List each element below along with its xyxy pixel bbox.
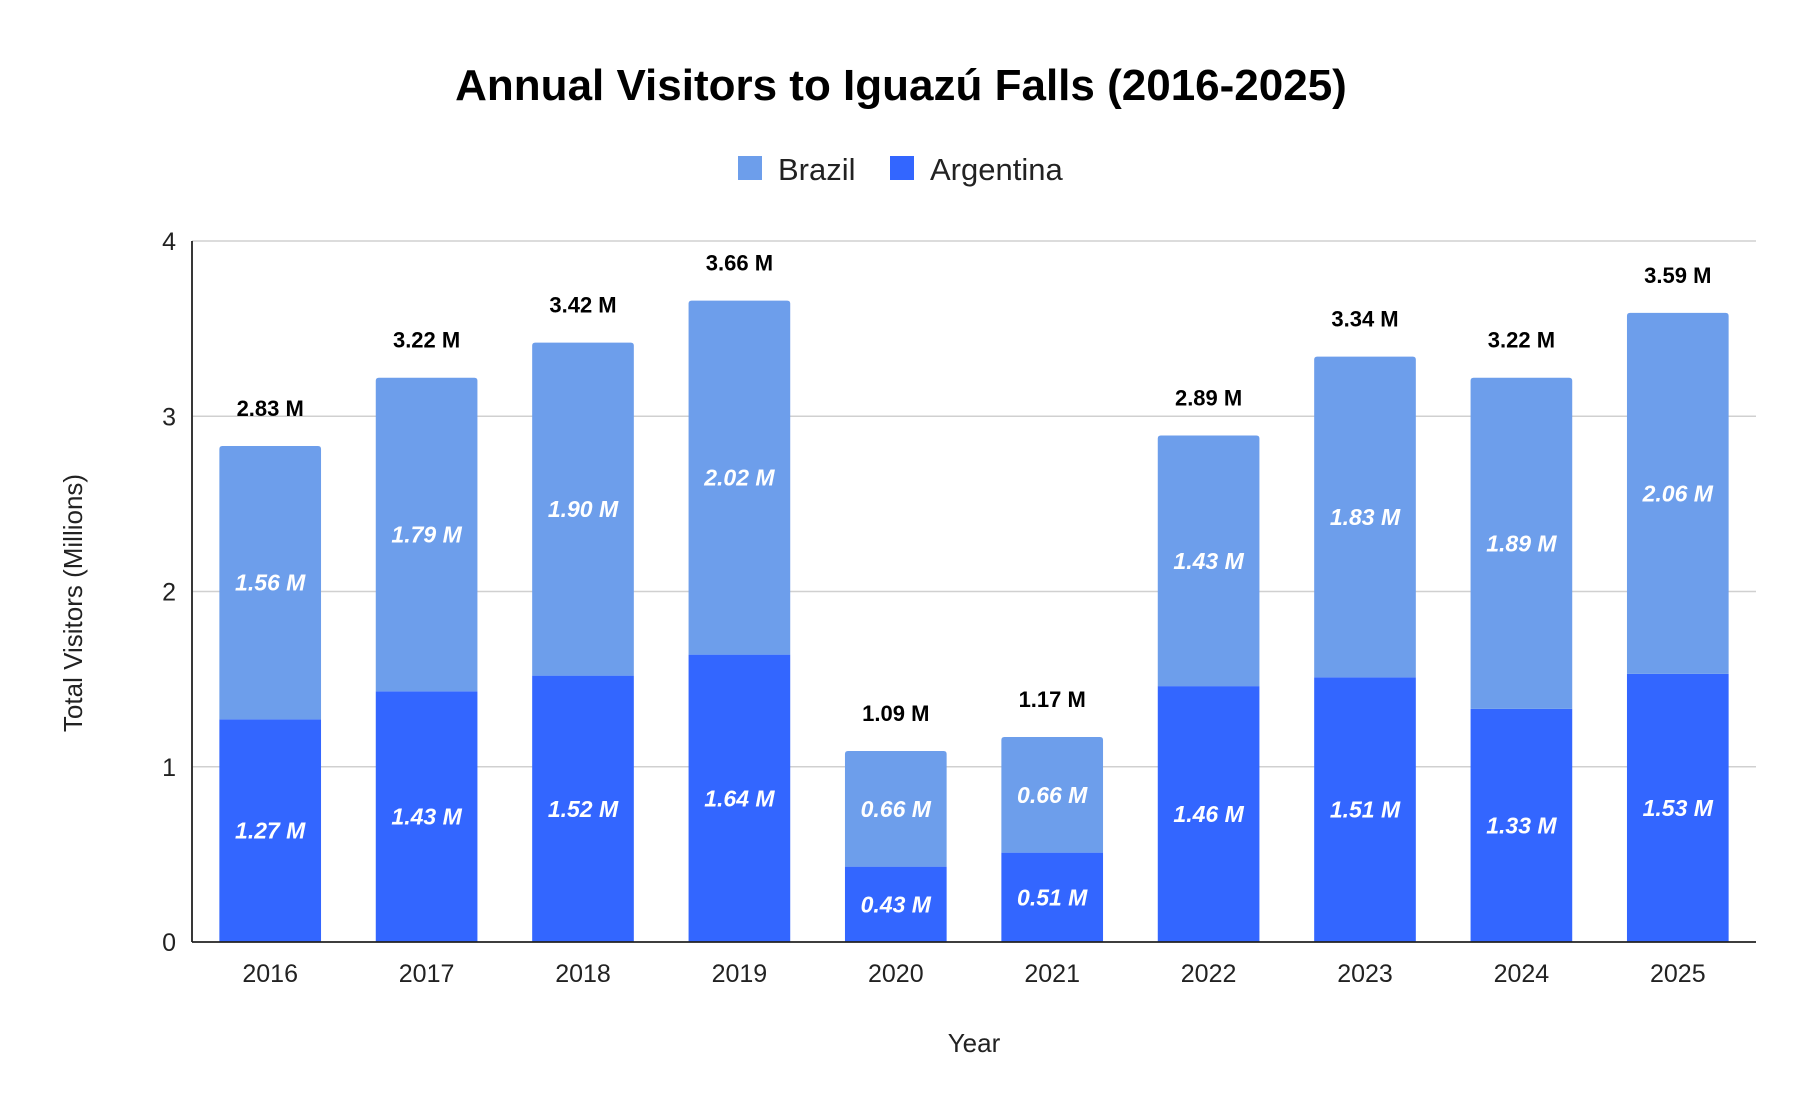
legend: Brazil Argentina xyxy=(738,152,1063,187)
x-tick-label: 2016 xyxy=(242,960,298,988)
x-tick-label: 2018 xyxy=(555,960,611,988)
bar-argentina-2016 xyxy=(219,719,322,942)
y-tick-label: 1 xyxy=(162,754,176,782)
data-label-argentina-2017: 1.43 M xyxy=(391,804,462,830)
y-tick-label: 0 xyxy=(162,929,176,957)
x-tick-label: 2017 xyxy=(399,960,455,988)
x-tick-label: 2025 xyxy=(1650,960,1706,988)
bar-brazil-2016 xyxy=(219,446,322,720)
data-label-brazil-2018: 1.90 M xyxy=(548,496,619,522)
bar-brazil-2020 xyxy=(844,750,947,867)
bar-brazil-2018 xyxy=(532,342,634,676)
bar-argentina-2017 xyxy=(375,691,478,942)
bar-argentina-2023 xyxy=(1314,677,1416,942)
bar-brazil-2022 xyxy=(1157,435,1260,687)
x-tick-label: 2023 xyxy=(1337,960,1393,988)
bar-argentina-2020 xyxy=(844,866,947,942)
total-label-2025: 3.59 M xyxy=(1644,263,1711,288)
total-label-2024: 3.22 M xyxy=(1488,328,1555,353)
data-label-argentina-2022: 1.46 M xyxy=(1173,801,1244,827)
x-tick-label: 2024 xyxy=(1494,960,1550,988)
data-label-brazil-2021: 0.66 M xyxy=(1017,782,1088,808)
y-tick-label: 4 xyxy=(162,228,176,256)
bar-argentina-2025 xyxy=(1626,673,1729,942)
y-tick-label: 3 xyxy=(162,403,176,431)
data-label-argentina-2019: 1.64 M xyxy=(704,785,775,811)
data-label-brazil-2023: 1.83 M xyxy=(1330,504,1401,530)
total-label-2020: 1.09 M xyxy=(862,701,929,726)
bar-argentina-2019 xyxy=(688,654,791,942)
data-label-brazil-2022: 1.43 M xyxy=(1173,548,1244,574)
data-label-argentina-2024: 1.33 M xyxy=(1486,812,1557,838)
bar-brazil-2024 xyxy=(1470,377,1573,709)
data-label-argentina-2018: 1.52 M xyxy=(548,796,619,822)
total-label-2018: 3.42 M xyxy=(549,293,616,318)
total-label-2021: 1.17 M xyxy=(1019,687,1086,712)
x-axis-ticks: 2016 2017 2018 2019 2020 2021 2022 2023 2024 2025 xyxy=(242,960,1705,988)
data-label-brazil-2020: 0.66 M xyxy=(861,796,932,822)
data-label-brazil-2016: 1.56 M xyxy=(235,570,306,596)
bar-brazil-2025 xyxy=(1626,312,1729,674)
legend-label-argentina: Argentina xyxy=(930,152,1063,187)
x-tick-label: 2020 xyxy=(868,960,924,988)
bar-brazil-2021 xyxy=(1001,736,1104,853)
total-label-2023: 3.34 M xyxy=(1331,307,1398,332)
y-axis-ticks: 0 1 2 3 4 xyxy=(162,228,176,957)
data-label-brazil-2019: 2.02 M xyxy=(703,465,775,491)
legend-label-brazil: Brazil xyxy=(778,152,856,187)
total-label-2017: 3.22 M xyxy=(393,328,460,353)
bar-argentina-2024 xyxy=(1470,708,1573,942)
bar-argentina-2018 xyxy=(532,675,634,942)
y-axis-title: Total Visitors (Millions) xyxy=(58,474,88,732)
bar-brazil-2017 xyxy=(375,377,478,692)
total-label-2019: 3.66 M xyxy=(706,251,773,276)
data-label-brazil-2017: 1.79 M xyxy=(391,522,462,548)
legend-swatch-argentina xyxy=(890,156,914,180)
x-tick-label: 2019 xyxy=(712,960,768,988)
x-axis-title: Year xyxy=(948,1028,1001,1058)
total-label-2016: 2.83 M xyxy=(237,396,304,421)
bar-argentina-2022 xyxy=(1157,686,1260,942)
data-label-brazil-2025: 2.06 M xyxy=(1642,480,1714,506)
x-tick-label: 2022 xyxy=(1181,960,1237,988)
bar-brazil-2019 xyxy=(688,300,791,655)
data-label-argentina-2016: 1.27 M xyxy=(235,818,306,844)
data-label-argentina-2025: 1.53 M xyxy=(1643,795,1714,821)
bar-brazil-2023 xyxy=(1314,356,1416,678)
bar-argentina-2021 xyxy=(1001,852,1104,942)
bars: 1.27 M 1.56 M 2.83 M 1.43 M 1.79 M 3.22 M 1.52… xyxy=(219,251,1729,942)
chart-title: Annual Visitors to Iguazú Falls (2016-20… xyxy=(455,61,1347,110)
legend-swatch-brazil xyxy=(738,156,762,180)
data-label-argentina-2023: 1.51 M xyxy=(1330,797,1401,823)
y-tick-label: 2 xyxy=(162,579,176,607)
total-label-2022: 2.89 M xyxy=(1175,386,1242,411)
x-tick-label: 2021 xyxy=(1024,960,1080,988)
data-label-brazil-2024: 1.89 M xyxy=(1486,530,1557,556)
data-label-argentina-2021: 0.51 M xyxy=(1017,884,1088,910)
data-label-argentina-2020: 0.43 M xyxy=(861,891,932,917)
